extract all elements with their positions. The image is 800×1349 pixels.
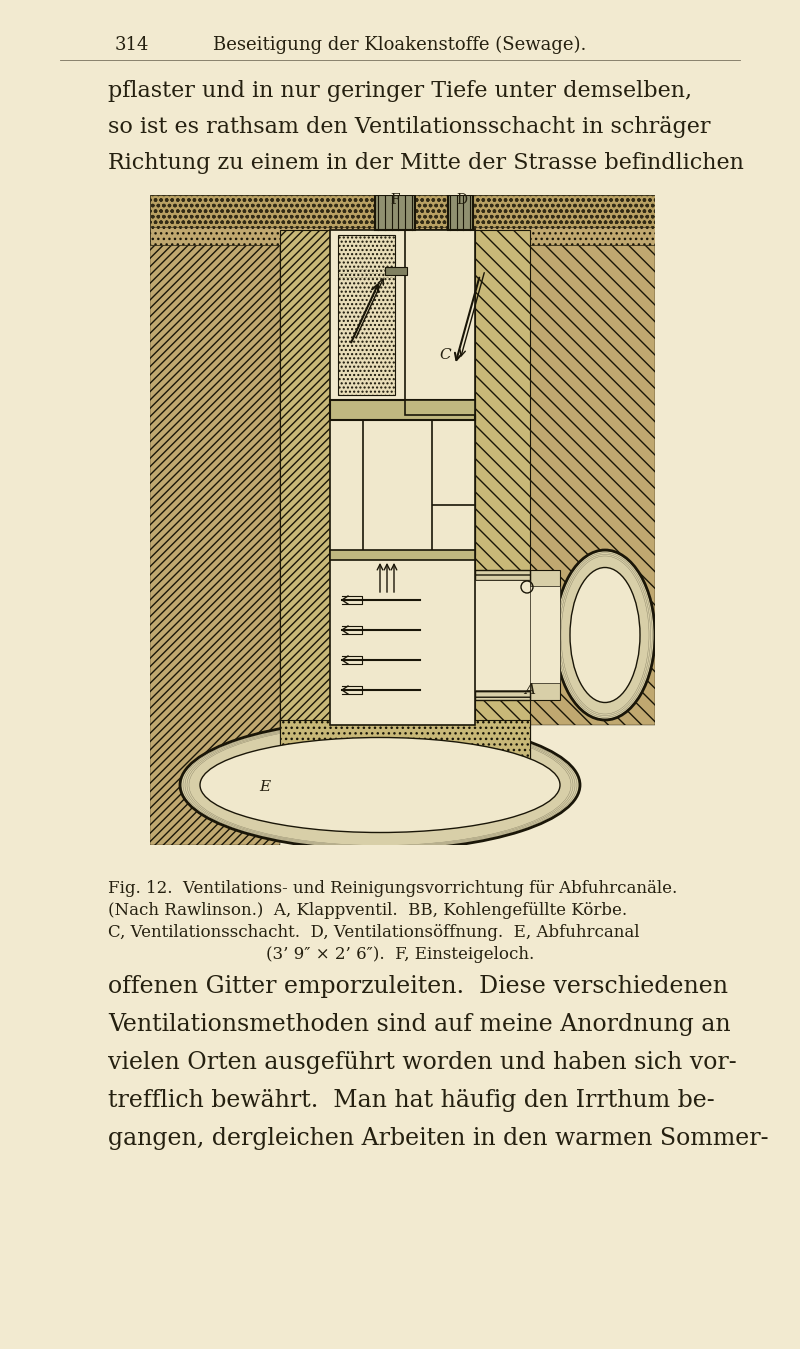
Bar [475,229,530,765]
Text: Richtung zu einem in der Mitte der Strasse befindlichen: Richtung zu einem in der Mitte der Stras… [108,152,744,174]
Text: trefflich bewährt.  Man hat häufig den Irrthum be-: trefflich bewährt. Man hat häufig den Ir… [108,1089,714,1112]
Ellipse shape [200,738,560,832]
Text: 314: 314 [115,36,150,54]
Text: Fig. 12.  Ventilations- und Reinigungsvorrichtung für Abfuhrcanäle.: Fig. 12. Ventilations- und Reinigungsvor… [108,880,678,897]
Bar [475,585,560,683]
Text: E: E [259,780,270,795]
Text: Beseitigung der Kloakenstoffe (Sewage).: Beseitigung der Kloakenstoffe (Sewage). [214,36,586,54]
Ellipse shape [180,720,580,850]
Ellipse shape [555,550,655,720]
Bar [475,571,560,700]
Text: pflaster und in nur geringer Tiefe unter demselben,: pflaster und in nur geringer Tiefe unter… [108,80,692,103]
Bar [405,229,475,505]
Bar [363,415,432,554]
Bar [330,401,475,420]
Text: offenen Gitter emporzuleiten.  Diese verschiedenen: offenen Gitter emporzuleiten. Diese vers… [108,975,728,998]
Text: F: F [390,193,400,206]
Text: gangen, dergleichen Arbeiten in den warmen Sommer-: gangen, dergleichen Arbeiten in den warm… [108,1126,769,1149]
Bar [385,267,407,275]
Bar [150,196,655,246]
Text: C: C [439,348,451,362]
Bar [338,235,395,395]
Text: so ist es rathsam den Ventilationsschacht in schräger: so ist es rathsam den Ventilationsschach… [108,116,710,138]
Bar [150,229,280,844]
Bar [375,196,415,229]
Bar [405,401,475,415]
Bar [330,229,475,724]
Bar [475,580,530,689]
Text: (Nach Rawlinson.)  A, Klappventil.  BB, Kohlengefüllte Körbe.: (Nach Rawlinson.) A, Klappventil. BB, Ko… [108,902,627,919]
Bar [330,415,363,554]
Text: Ventilationsmethoden sind auf meine Anordnung an: Ventilationsmethoden sind auf meine Anor… [108,1013,730,1036]
Bar [330,550,475,560]
Text: C, Ventilationsschacht.  D, Ventilationsöffnung.  E, Abfuhrcanal: C, Ventilationsschacht. D, Ventilationsö… [108,924,639,942]
Bar [280,720,530,765]
Text: D: D [457,193,467,206]
Bar [525,229,655,724]
Bar [150,196,655,227]
Bar [475,571,530,700]
Ellipse shape [570,568,640,703]
Text: (3’ 9″ × 2’ 6″).  F, Einsteigeloch.: (3’ 9″ × 2’ 6″). F, Einsteigeloch. [266,946,534,963]
Bar [432,415,475,554]
Bar [448,196,473,229]
Text: A: A [525,683,535,697]
Bar [280,229,335,765]
Text: vielen Orten ausgeführt worden und haben sich vor-: vielen Orten ausgeführt worden und haben… [108,1051,737,1074]
